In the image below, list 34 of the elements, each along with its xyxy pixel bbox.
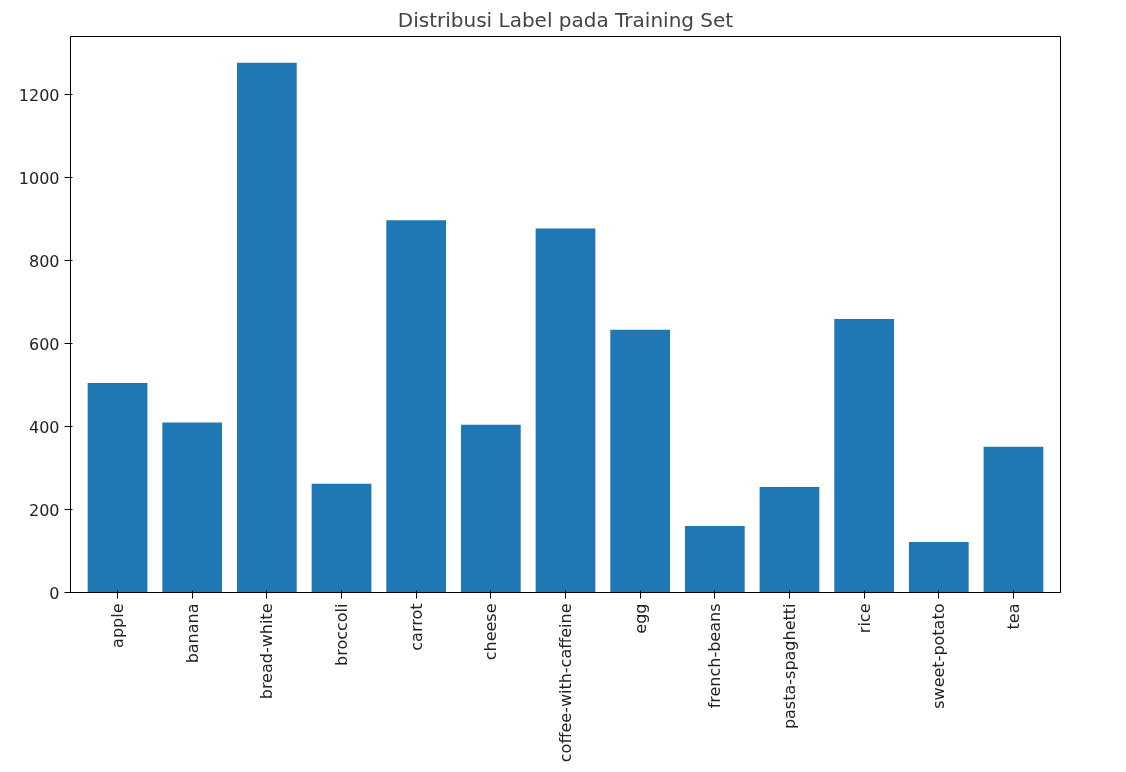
- x-tick-label: french-beans: [705, 603, 725, 709]
- bar: [460, 424, 521, 593]
- x-tick-label: carrot: [406, 603, 426, 651]
- bar: [311, 483, 372, 593]
- y-tick-label: 800: [28, 251, 60, 271]
- y-tick-label: 1200: [18, 85, 60, 105]
- x-tick-label: coffee-with-caffeine: [556, 603, 575, 763]
- x-tick-label: rice: [854, 603, 874, 634]
- x-tick-label: tea: [1003, 603, 1023, 630]
- bar: [759, 487, 820, 593]
- bar: [535, 228, 596, 593]
- x-tick-label: apple: [108, 603, 128, 648]
- bar: [87, 382, 148, 593]
- x-tick-label: banana: [182, 603, 202, 664]
- bar: [236, 62, 297, 593]
- x-tick-label: sweet-potato: [929, 603, 949, 709]
- x-tick-label: pasta-spaghetti: [779, 603, 799, 730]
- bar: [684, 526, 745, 593]
- y-tick-label: 600: [28, 334, 60, 354]
- y-tick-label: 400: [28, 417, 60, 437]
- bar: [386, 220, 447, 593]
- chart-title: Distribusi Label pada Training Set: [397, 7, 734, 32]
- y-tick-label: 0: [49, 583, 60, 603]
- x-tick-label: broccoli: [332, 603, 352, 666]
- y-tick-label: 1000: [18, 168, 60, 188]
- x-tick-label: cheese: [481, 603, 501, 661]
- bar: [162, 422, 223, 593]
- bar: [834, 319, 895, 593]
- bar: [610, 329, 671, 593]
- bar: [983, 446, 1044, 593]
- bar: [908, 541, 969, 593]
- x-tick-label: egg: [630, 603, 650, 634]
- y-tick-label: 200: [28, 500, 60, 520]
- x-tick-label: bread-white: [257, 603, 277, 700]
